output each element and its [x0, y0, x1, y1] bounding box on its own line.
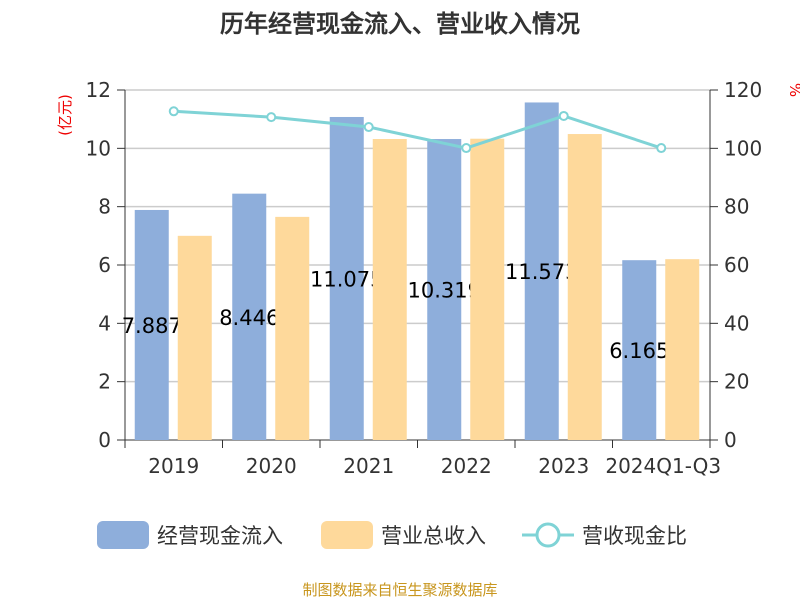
data-label-cash-inflow: 10.319: [408, 279, 481, 303]
data-label-cash-inflow: 11.075: [310, 267, 383, 291]
left-axis-unit: (亿元): [56, 94, 74, 136]
point-cash-ratio: [461, 143, 472, 154]
right-axis-tick-label: 60: [724, 253, 749, 277]
bar-revenue: [372, 139, 407, 440]
bar-revenue: [275, 216, 310, 440]
x-axis-tick-label: 2023: [538, 454, 589, 478]
bar-revenue: [177, 235, 212, 440]
right-axis-tick-label: 120: [724, 78, 762, 102]
right-axis-unit: %: [786, 83, 800, 97]
left-axis-tick-label: 0: [98, 428, 111, 452]
point-cash-ratio: [168, 106, 179, 117]
chart-title: 历年经营现金流入、营业收入情况: [220, 10, 580, 38]
left-axis-tick-label: 4: [98, 311, 111, 335]
legend-label-cash-inflow: 经营现金流入: [157, 524, 283, 548]
left-axis-tick-label: 12: [86, 78, 111, 102]
point-cash-ratio: [558, 110, 569, 121]
data-label-cash-inflow: 11.573: [505, 260, 578, 284]
bar-cash-inflow: [134, 209, 169, 440]
bar-cash-inflow: [524, 102, 559, 441]
bar-revenue: [665, 259, 700, 440]
x-axis-tick-label: 2022: [441, 454, 492, 478]
left-axis-tick-label: 2: [98, 370, 111, 394]
x-axis-tick-label: 2024Q1-Q3: [605, 454, 721, 478]
left-axis-tick-label: 8: [98, 195, 111, 219]
point-cash-ratio: [656, 143, 667, 154]
x-axis-tick-label: 2021: [343, 454, 394, 478]
data-label-cash-inflow: 7.887: [122, 314, 182, 338]
bar-cash-inflow: [232, 193, 267, 440]
legend-swatch-revenue: [321, 521, 373, 549]
legend-swatch-cash-inflow: [97, 521, 149, 549]
right-axis-tick-label: 40: [724, 311, 749, 335]
legend-label-revenue: 营业总收入: [381, 524, 486, 548]
data-label-cash-inflow: 8.446: [219, 306, 279, 330]
left-axis-tick-label: 6: [98, 253, 111, 277]
right-axis-tick-label: 0: [724, 428, 737, 452]
bar-revenue: [567, 134, 602, 440]
bar-cash-inflow: [427, 139, 462, 440]
legend-label-cash-ratio: 营收现金比: [582, 524, 687, 548]
right-axis-tick-label: 80: [724, 195, 749, 219]
bar-cash-inflow: [622, 260, 657, 440]
right-axis-tick-label: 100: [724, 136, 762, 160]
x-axis-tick-label: 2020: [246, 454, 297, 478]
x-axis-tick-label: 2019: [148, 454, 199, 478]
right-axis-tick-label: 20: [724, 370, 749, 394]
line-cash-ratio: [173, 109, 662, 150]
point-cash-ratio: [266, 112, 277, 123]
source-note: 制图数据来自恒生聚源数据库: [302, 581, 497, 599]
point-cash-ratio: [363, 122, 374, 133]
bar-revenue: [470, 138, 505, 441]
left-axis-tick-label: 10: [86, 136, 111, 160]
legend-marker-cash-ratio: [535, 522, 561, 548]
bar-cash-inflow: [329, 116, 364, 441]
data-label-cash-inflow: 6.165: [609, 339, 669, 363]
